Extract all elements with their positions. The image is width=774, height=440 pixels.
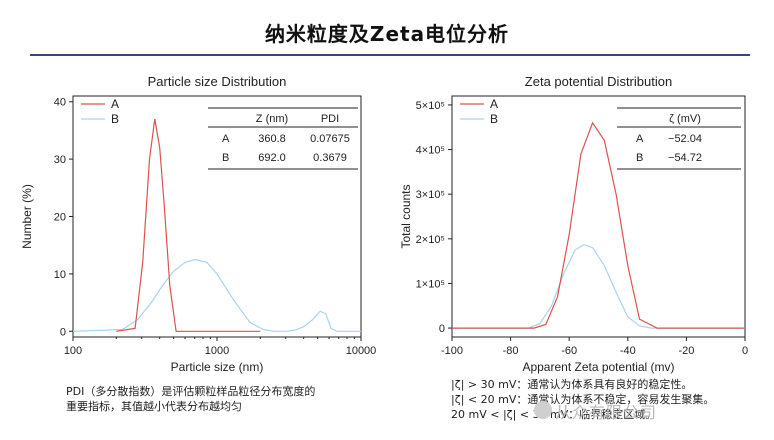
zeta-note-line-2: |ζ| < 20 mV：通常认为体系不稳定，容易发生聚集。 — [451, 393, 715, 406]
chart1-table-cell: A — [222, 133, 230, 145]
chart1-legend-label-a: A — [111, 97, 119, 111]
chart2-x-tick-label: -60 — [561, 345, 577, 357]
chart2-plot-frame — [451, 95, 746, 338]
chart1-x-tick-label: 10000 — [346, 345, 377, 357]
chart2-x-axis-label: Apparent Zeta potential (mv) — [522, 360, 674, 374]
chart2-y-tick-label: 2×10⁵ — [416, 234, 445, 246]
chart1-table-header: Z (nm) — [256, 113, 288, 125]
chart1-series-line-a — [116, 118, 261, 332]
chart2-y-axis-label: Total counts — [399, 184, 413, 248]
chart2-legend-label-b: B — [490, 112, 498, 126]
watermark-text: 从众有限公司 — [555, 403, 658, 422]
chart1-table-cell: 360.8 — [258, 133, 286, 145]
chart1-table-cell: 0.3679 — [313, 152, 347, 164]
watermark-logo-icon — [534, 401, 552, 419]
pdi-note-line-2: 重要指标，其值越小代表分布越均匀 — [66, 400, 242, 413]
chart1-x-tick-label: 100 — [64, 345, 82, 357]
chart2-series-line-a — [452, 121, 745, 329]
chart1-table-cell: B — [222, 152, 229, 164]
pdi-note-line-1: PDI（多分散指数）是评估颗粒样品粒径分布宽度的 — [66, 385, 316, 398]
page-title: 纳米粒度及Zeta电位分析 — [264, 22, 510, 46]
chart1-table-cell: 692.0 — [258, 152, 286, 164]
chart1-y-tick-label: 30 — [54, 154, 66, 166]
chart2-x-tick-label: -100 — [441, 345, 463, 357]
chart1-y-tick-label: 20 — [54, 212, 66, 224]
chart1-y-tick-label: 0 — [60, 326, 66, 338]
chart1-legend-label-b: B — [111, 112, 119, 126]
chart1-table-cell: 0.07675 — [310, 133, 350, 145]
chart1-x-tick-label: 1000 — [205, 345, 229, 357]
chart2-y-tick-label: 1×10⁵ — [416, 278, 445, 290]
chart2-y-tick-label: 0 — [439, 323, 445, 335]
chart2-y-tick-label: 5×10⁵ — [416, 100, 445, 112]
chart2-x-tick-label: -80 — [503, 345, 519, 357]
chart1-title: Particle size Distribution — [148, 74, 287, 89]
chart2-table-cell: B — [636, 152, 643, 164]
chart2-legend-label-a: A — [490, 97, 498, 111]
chart1-y-tick-label: 40 — [54, 97, 66, 109]
chart2-series-line-b — [452, 243, 745, 329]
chart1-y-axis-label: Number (%) — [20, 184, 34, 249]
chart2-table-cell: −54.72 — [668, 152, 702, 164]
chart1-x-axis-label: Particle size (nm) — [171, 360, 264, 374]
chart2-table-cell: A — [636, 133, 644, 145]
chart2-y-tick-label: 3×10⁵ — [416, 189, 445, 201]
chart2-x-tick-label: 0 — [742, 345, 748, 357]
chart2-x-tick-label: -20 — [678, 345, 694, 357]
title-divider — [30, 54, 750, 56]
chart2-y-tick-label: 4×10⁵ — [416, 145, 445, 157]
chart1-table-header: PDI — [321, 113, 339, 125]
chart2-table-header: ζ (mV) — [669, 113, 701, 125]
chart2-title: Zeta potential Distribution — [525, 74, 672, 89]
chart2-table-cell: −52.04 — [668, 133, 702, 145]
zeta-note-line-1: |ζ| > 30 mV：通常认为体系具有良好的稳定性。 — [451, 378, 693, 391]
chart2-x-tick-label: -40 — [620, 345, 636, 357]
chart1-y-tick-label: 10 — [54, 269, 66, 281]
chart1-series-line-b — [72, 258, 361, 332]
